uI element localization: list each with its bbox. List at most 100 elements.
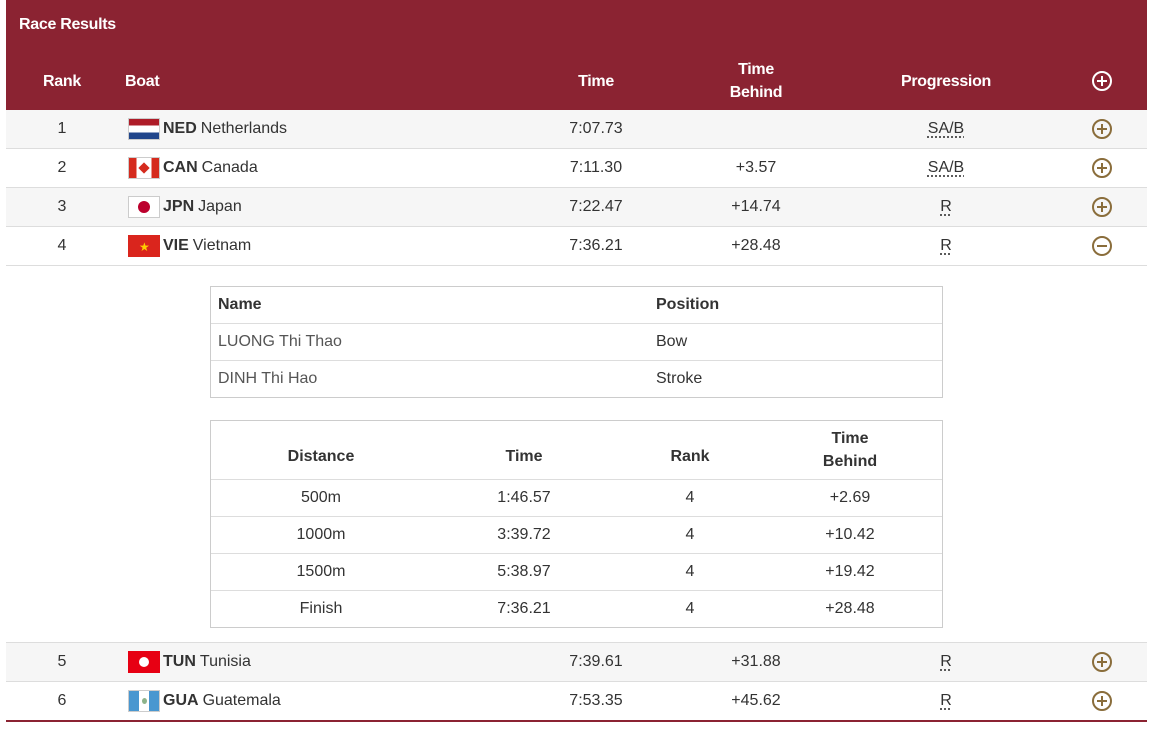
split-time-behind: +28.48 (825, 600, 875, 617)
time-cell: 7:07.73 (569, 120, 623, 137)
expand-icon[interactable] (1092, 119, 1112, 139)
split-rank: 4 (685, 489, 695, 506)
table-row[interactable]: 6 GUA Guatemala 7:53.35 +45.62 R (6, 682, 1147, 722)
time-behind-cell: +3.57 (735, 159, 777, 176)
split-rank: 4 (685, 600, 695, 617)
column-header-time: Time (578, 73, 614, 90)
athlete-position: Stroke (656, 370, 703, 387)
guatemala-flag-icon (128, 690, 160, 712)
splits-header-time: Time (505, 448, 543, 465)
split-distance: Finish (299, 600, 343, 617)
splits-row: 500m 1:46.57 4 +2.69 (211, 480, 942, 517)
noc-code: TUN (163, 653, 196, 670)
progression-cell: R (940, 237, 952, 254)
progression-cell: SA/B (927, 120, 965, 137)
splits-row: 1500m 5:38.97 4 +19.42 (211, 554, 942, 591)
rank-cell: 1 (57, 120, 67, 137)
split-time: 3:39.72 (497, 526, 551, 543)
noc-code: VIE (163, 237, 189, 254)
table-header: Race Results Rank Boat Time Time Behind … (6, 0, 1147, 110)
collapse-icon[interactable] (1092, 236, 1112, 256)
crew-header-position: Position (656, 296, 720, 313)
splits-header-time-behind-line1: Time (831, 430, 869, 447)
splits-header-row: Distance Time Rank Time Behind (211, 421, 942, 480)
splits-row: 1000m 3:39.72 4 +10.42 (211, 517, 942, 554)
vietnam-flag-icon: ★ (128, 235, 160, 257)
crew-header-row: Name Position (211, 287, 942, 324)
boat-cell: TUN Tunisia (128, 643, 251, 681)
crew-table: Name Position LUONG Thi Thao Bow DINH Th… (210, 286, 943, 398)
split-distance: 500m (300, 489, 342, 506)
time-behind-cell: +14.74 (731, 198, 781, 215)
expand-icon[interactable] (1092, 158, 1112, 178)
split-time-behind: +19.42 (825, 563, 875, 580)
country-name: Guatemala (202, 692, 281, 709)
table-row[interactable]: 5 TUN Tunisia 7:39.61 +31.88 R (6, 643, 1147, 682)
japan-flag-icon (128, 196, 160, 218)
expand-icon[interactable] (1092, 691, 1112, 711)
time-cell: 7:36.21 (569, 237, 623, 254)
rank-cell: 5 (57, 653, 67, 670)
expand-all-icon[interactable] (1092, 71, 1112, 91)
table-row[interactable]: 1 NED Netherlands 7:07.73 SA/B (6, 110, 1147, 149)
column-header-time-behind-line2: Behind (729, 84, 783, 101)
noc-code: GUA (163, 692, 199, 709)
splits-header-time-behind: Time Behind (780, 421, 920, 473)
boat-cell: GUA Guatemala (128, 682, 281, 720)
time-behind-cell: +45.62 (731, 692, 781, 709)
splits-table: Distance Time Rank Time Behind 500m 1:46… (210, 420, 943, 628)
time-behind-cell: +31.88 (731, 653, 781, 670)
time-cell: 7:22.47 (569, 198, 623, 215)
noc-code: CAN (163, 159, 198, 176)
progression-cell: R (940, 198, 952, 215)
time-behind-cell: +28.48 (731, 237, 781, 254)
page-title: Race Results (19, 16, 116, 33)
time-cell: 7:11.30 (569, 159, 623, 176)
column-header-time-behind: Time Behind (706, 58, 806, 104)
time-cell: 7:39.61 (569, 653, 623, 670)
split-time: 7:36.21 (497, 600, 551, 617)
country-name: Netherlands (200, 120, 288, 137)
rank-cell: 6 (57, 692, 67, 709)
column-header-boat: Boat (125, 73, 160, 90)
expand-icon[interactable] (1092, 197, 1112, 217)
splits-row: Finish 7:36.21 4 +28.48 (211, 591, 942, 627)
netherlands-flag-icon (128, 118, 160, 140)
noc-code: JPN (163, 198, 195, 215)
progression-cell: R (940, 653, 952, 670)
splits-header-rank: Rank (670, 448, 710, 465)
boat-detail-panel: Name Position LUONG Thi Thao Bow DINH Th… (6, 266, 1147, 643)
boat-cell: CAN Canada (128, 149, 258, 187)
boat-cell: JPN Japan (128, 188, 242, 226)
country-name: Vietnam (192, 237, 252, 254)
race-results-table: Race Results Rank Boat Time Time Behind … (6, 0, 1147, 722)
table-row[interactable]: 2 CAN Canada 7:11.30 +3.57 SA/B (6, 149, 1147, 188)
rank-cell: 4 (57, 237, 67, 254)
splits-header-distance: Distance (287, 448, 355, 465)
time-cell: 7:53.35 (569, 692, 623, 709)
table-row[interactable]: 3 JPN Japan 7:22.47 +14.74 R (6, 188, 1147, 227)
athlete-position: Bow (656, 333, 688, 350)
country-name: Tunisia (199, 653, 251, 670)
split-time-behind: +2.69 (829, 489, 871, 506)
boat-cell: NED Netherlands (128, 110, 287, 148)
canada-flag-icon (128, 157, 160, 179)
split-distance: 1500m (296, 563, 346, 580)
splits-header-time-behind-line2: Behind (822, 453, 878, 470)
column-header-progression: Progression (900, 73, 992, 90)
expand-icon[interactable] (1092, 652, 1112, 672)
rank-cell: 2 (57, 159, 67, 176)
athlete-name[interactable]: DINH Thi Hao (218, 370, 318, 387)
country-name: Japan (198, 198, 242, 215)
noc-code: NED (163, 120, 197, 137)
split-time-behind: +10.42 (825, 526, 875, 543)
rank-cell: 3 (57, 198, 67, 215)
athlete-name[interactable]: LUONG Thi Thao (218, 333, 342, 350)
boat-cell: ★ VIE Vietnam (128, 227, 251, 265)
table-row[interactable]: 4 ★ VIE Vietnam 7:36.21 +28.48 R (6, 227, 1147, 266)
column-header-rank: Rank (43, 73, 81, 90)
split-time: 1:46.57 (497, 489, 551, 506)
crew-row: LUONG Thi Thao Bow (211, 324, 942, 361)
split-rank: 4 (685, 526, 695, 543)
country-name: Canada (201, 159, 258, 176)
